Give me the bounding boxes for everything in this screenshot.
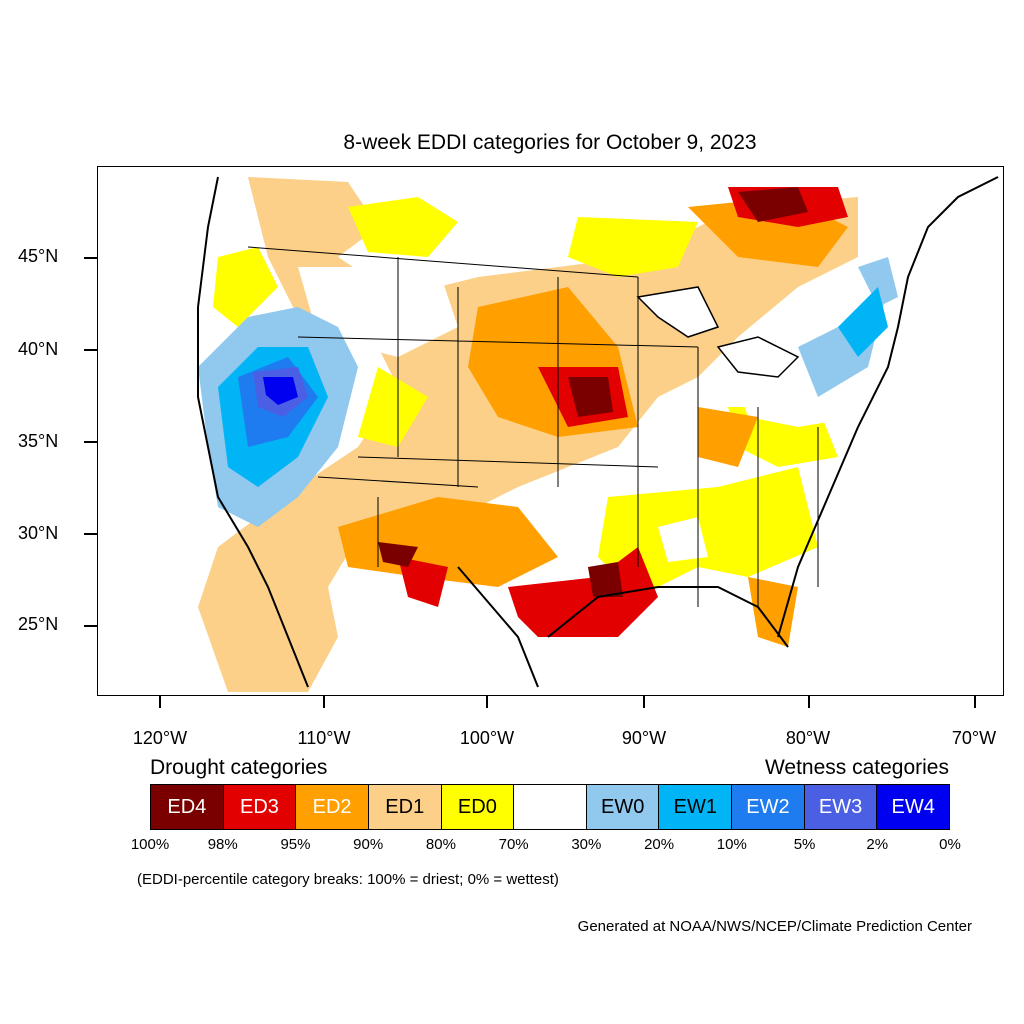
x-tick bbox=[486, 696, 488, 708]
region-ed3 bbox=[508, 547, 658, 637]
x-label-100w: 100°W bbox=[459, 728, 515, 748]
y-label-35n: 35°N bbox=[18, 431, 59, 451]
x-label-110w: 110°W bbox=[297, 728, 351, 748]
legend-break-label: 20% bbox=[644, 836, 675, 853]
legend-break-label: 100% bbox=[130, 836, 170, 853]
y-tick bbox=[84, 625, 97, 627]
y-label-30n: 30°N bbox=[18, 523, 59, 543]
map-area bbox=[97, 166, 1004, 696]
legend-break-label: 95% bbox=[280, 836, 311, 853]
region-ed0 bbox=[348, 197, 458, 257]
legend-category-ed4: ED4 bbox=[151, 785, 224, 829]
y-label-40n: 40°N bbox=[18, 339, 59, 359]
legend-category-none bbox=[514, 785, 587, 829]
legend-category-ed3: ED3 bbox=[223, 785, 297, 829]
x-tick bbox=[159, 696, 161, 708]
legend-category-ew1: EW1 bbox=[659, 785, 733, 829]
credit-line: Generated at NOAA/NWS/NCEP/Climate Predi… bbox=[577, 918, 972, 935]
legend-break-label: 5% bbox=[793, 836, 816, 853]
x-tick bbox=[974, 696, 976, 708]
y-tick bbox=[84, 257, 97, 259]
x-tick bbox=[643, 696, 645, 708]
legend-break-label: 70% bbox=[498, 836, 529, 853]
legend-break-label: 30% bbox=[571, 836, 602, 853]
y-label-25n: 25°N bbox=[18, 614, 59, 634]
wetness-categories-title: Wetness categories bbox=[764, 756, 949, 779]
x-label-120w: 120°W bbox=[132, 728, 188, 748]
legend-break-label: 98% bbox=[207, 836, 238, 853]
eddi-map bbox=[197, 176, 999, 692]
legend-break-label: 90% bbox=[353, 836, 384, 853]
coastline bbox=[197, 176, 999, 688]
x-tick bbox=[808, 696, 810, 708]
y-tick bbox=[84, 349, 97, 351]
state-borders bbox=[247, 246, 819, 607]
map-title: 8-week EDDI categories for October 9, 20… bbox=[343, 131, 757, 154]
legend-category-ed1: ED1 bbox=[368, 785, 442, 829]
great-lakes bbox=[636, 286, 800, 378]
region-ed4 bbox=[568, 377, 613, 417]
x-label-80w: 80°W bbox=[785, 728, 831, 748]
y-tick bbox=[84, 533, 97, 535]
legend-category-ed0: ED0 bbox=[441, 785, 515, 829]
legend-category-ew3: EW3 bbox=[804, 785, 878, 829]
legend-break-label: 2% bbox=[866, 836, 889, 853]
x-label-70w: 70°W bbox=[951, 728, 997, 748]
x-tick bbox=[323, 696, 325, 708]
legend-category-ew2: EW2 bbox=[732, 785, 805, 829]
y-label-45n: 45°N bbox=[18, 246, 59, 266]
legend-category-ew4: EW4 bbox=[877, 785, 950, 829]
legend-break-label: 10% bbox=[716, 836, 747, 853]
x-label-90w: 90°W bbox=[621, 728, 667, 748]
drought-categories-title: Drought categories bbox=[150, 756, 328, 779]
y-tick bbox=[84, 441, 97, 443]
legend-break-label: 0% bbox=[939, 836, 961, 853]
legend-category-ed2: ED2 bbox=[296, 785, 369, 829]
category-note: (EDDI-percentile category breaks: 100% =… bbox=[137, 871, 559, 888]
legend-category-ew0: EW0 bbox=[586, 785, 660, 829]
region-ew4 bbox=[263, 377, 298, 405]
legend-break-label: 80% bbox=[425, 836, 456, 853]
category-legend: ED4 ED3 ED2 ED1 ED0 EW0 EW1 EW2 EW3 EW4 bbox=[150, 784, 950, 830]
